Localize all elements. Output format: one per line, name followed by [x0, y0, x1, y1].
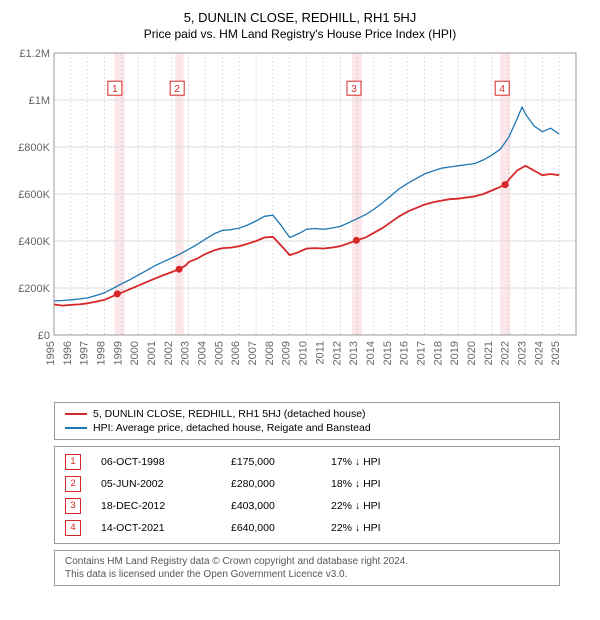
event-price: £403,000	[231, 500, 331, 512]
event-number-box: 2	[65, 476, 81, 492]
svg-text:2016: 2016	[399, 341, 411, 365]
svg-text:2019: 2019	[449, 341, 461, 365]
event-date: 18-DEC-2012	[101, 500, 231, 512]
svg-text:2012: 2012	[331, 341, 343, 365]
svg-text:2011: 2011	[314, 341, 326, 365]
svg-text:2004: 2004	[197, 341, 209, 365]
svg-text:2013: 2013	[348, 341, 360, 365]
svg-text:2007: 2007	[247, 341, 259, 365]
event-number-box: 1	[65, 454, 81, 470]
svg-text:2005: 2005	[213, 341, 225, 365]
svg-text:£600K: £600K	[18, 189, 50, 201]
svg-text:2024: 2024	[533, 341, 545, 365]
event-price: £640,000	[231, 522, 331, 534]
event-date: 05-JUN-2002	[101, 478, 231, 490]
page-subtitle: Price paid vs. HM Land Registry's House …	[10, 27, 590, 41]
svg-text:2006: 2006	[230, 341, 242, 365]
page-title: 5, DUNLIN CLOSE, REDHILL, RH1 5HJ	[10, 10, 590, 25]
footer-line-2: This data is licensed under the Open Gov…	[65, 568, 549, 581]
svg-text:2014: 2014	[365, 341, 377, 365]
svg-text:2021: 2021	[483, 341, 495, 365]
svg-text:2008: 2008	[264, 341, 276, 365]
footer-note: Contains HM Land Registry data © Crown c…	[54, 550, 560, 586]
price-chart: £0 £200K £400K £600K £800K £1M £1.2M 1995 1996 19…	[10, 49, 590, 389]
event-number-box: 4	[65, 520, 81, 536]
svg-text:2018: 2018	[432, 341, 444, 365]
svg-text:1996: 1996	[62, 341, 74, 365]
chart-container: £0 £200K £400K £600K £800K £1M £1.2M 1995 1996 19…	[10, 49, 590, 394]
event-diff: 18% ↓ HPI	[331, 478, 549, 490]
legend-label: HPI: Average price, detached house, Reig…	[93, 422, 371, 434]
event-row: 2 05-JUN-2002£280,00018% ↓ HPI	[65, 473, 549, 495]
svg-text:1998: 1998	[96, 341, 108, 365]
legend: 5, DUNLIN CLOSE, REDHILL, RH1 5HJ (detac…	[54, 402, 560, 440]
event-price: £175,000	[231, 456, 331, 468]
svg-text:2015: 2015	[382, 341, 394, 365]
event-number-box: 3	[65, 498, 81, 514]
svg-text:1999: 1999	[112, 341, 124, 365]
svg-text:2001: 2001	[146, 341, 158, 365]
event-price: £280,000	[231, 478, 331, 490]
svg-text:£800K: £800K	[18, 142, 50, 154]
svg-text:£1.2M: £1.2M	[19, 49, 50, 60]
svg-text:1997: 1997	[79, 341, 91, 365]
legend-row: HPI: Average price, detached house, Reig…	[65, 421, 549, 435]
svg-text:2023: 2023	[516, 341, 528, 365]
event-diff: 17% ↓ HPI	[331, 456, 549, 468]
legend-swatch	[65, 427, 87, 429]
svg-text:2: 2	[174, 84, 180, 95]
legend-row: 5, DUNLIN CLOSE, REDHILL, RH1 5HJ (detac…	[65, 407, 549, 421]
svg-text:2000: 2000	[129, 341, 141, 365]
svg-text:2002: 2002	[163, 341, 175, 365]
event-row: 4 14-OCT-2021£640,00022% ↓ HPI	[65, 517, 549, 539]
svg-text:2025: 2025	[550, 341, 562, 365]
svg-text:4: 4	[499, 84, 505, 95]
event-date: 06-OCT-1998	[101, 456, 231, 468]
legend-label: 5, DUNLIN CLOSE, REDHILL, RH1 5HJ (detac…	[93, 408, 366, 420]
legend-swatch	[65, 413, 87, 415]
svg-text:£200K: £200K	[18, 283, 50, 295]
svg-text:3: 3	[351, 84, 357, 95]
svg-text:£0: £0	[38, 330, 50, 342]
svg-text:1: 1	[112, 84, 118, 95]
svg-text:£400K: £400K	[18, 236, 50, 248]
footer-line-1: Contains HM Land Registry data © Crown c…	[65, 555, 549, 568]
event-diff: 22% ↓ HPI	[331, 500, 549, 512]
svg-text:2020: 2020	[466, 341, 478, 365]
svg-text:2022: 2022	[500, 341, 512, 365]
event-row: 1 06-OCT-1998£175,00017% ↓ HPI	[65, 451, 549, 473]
event-diff: 22% ↓ HPI	[331, 522, 549, 534]
svg-text:2003: 2003	[180, 341, 192, 365]
svg-text:2010: 2010	[298, 341, 310, 365]
events-table: 1 06-OCT-1998£175,00017% ↓ HPI 2 05-JUN-200…	[54, 446, 560, 544]
svg-text:2009: 2009	[281, 341, 293, 365]
svg-text:£1M: £1M	[29, 95, 50, 107]
event-date: 14-OCT-2021	[101, 522, 231, 534]
svg-text:1995: 1995	[45, 341, 57, 365]
event-row: 3 18-DEC-2012£403,00022% ↓ HPI	[65, 495, 549, 517]
svg-text:2017: 2017	[415, 341, 427, 365]
